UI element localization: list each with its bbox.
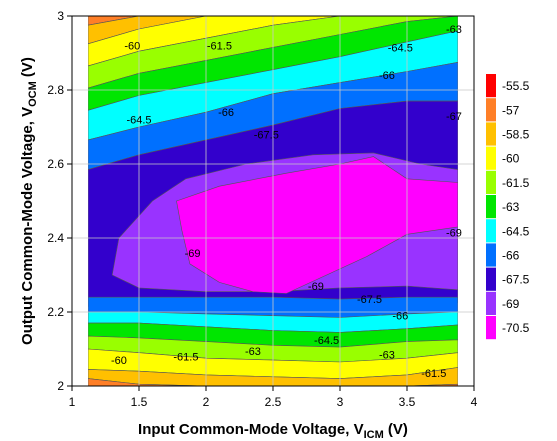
contour-label-16: -63 [379, 350, 395, 362]
y-tick-label-0: 2 [57, 379, 64, 393]
legend-swatch-9 [486, 291, 496, 315]
contour-label-11: -69 [308, 281, 324, 293]
y-tick-label-3: 2.6 [47, 157, 64, 171]
contour-label-10: -69 [185, 248, 201, 260]
legend-swatch-0 [486, 74, 496, 98]
contour-label-2: -64.5 [388, 42, 413, 54]
y-tick-label-5: 3 [57, 9, 64, 23]
contour-label-15: -63 [245, 346, 261, 358]
legend-label-8: -67.5 [502, 273, 530, 287]
x-tick-label-3: 2.5 [265, 395, 282, 409]
legend-label-7: -66 [502, 249, 520, 263]
legend-swatch-2 [486, 122, 496, 146]
legend-label-2: -58.5 [502, 128, 530, 142]
legend-swatch-3 [486, 146, 496, 170]
legend-label-0: -55.5 [502, 79, 530, 93]
x-tick-label-4: 3 [337, 395, 344, 409]
legend-swatch-8 [486, 267, 496, 291]
x-axis-ticks: 1 1.5 2 2.5 3 3.5 4 [69, 386, 478, 409]
x-tick-label-1: 1.5 [131, 395, 148, 409]
y-tick-label-1: 2.2 [47, 305, 64, 319]
contour-label-17: -60 [111, 355, 127, 367]
contour-label-1: -61.5 [207, 41, 232, 53]
legend-swatch-10 [486, 316, 496, 340]
y-axis-ticks: 2 2.2 2.4 2.6 2.8 3 [47, 9, 72, 393]
contour-label-13: -66 [392, 311, 408, 323]
y-axis-label: Output Common-Mode Voltage, VOCM (V) [19, 57, 39, 345]
contour-band-14 [88, 378, 458, 386]
contour-label-7: -67.5 [254, 129, 279, 141]
legend-swatch-6 [486, 219, 496, 243]
x-tick-label-5: 3.5 [399, 395, 416, 409]
x-tick-label-2: 2 [203, 395, 210, 409]
contour-label-12: -67.5 [357, 294, 382, 306]
legend-swatch-1 [486, 98, 496, 122]
contour-label-9: -69 [446, 227, 462, 239]
contour-label-3: -63 [446, 24, 462, 36]
legend-label-9: -69 [502, 297, 520, 311]
contour-label-14: -64.5 [314, 335, 339, 347]
contour-label-18: -61.5 [173, 351, 198, 363]
contour-label-4: -66 [379, 70, 395, 82]
legend-label-10: -70.5 [502, 321, 530, 335]
x-tick-label-6: 4 [471, 395, 478, 409]
contour-band-0 [88, 16, 458, 26]
x-axis-label: Input Common-Mode Voltage, VICM (V) [138, 421, 408, 441]
x-tick-label-0: 1 [69, 395, 76, 409]
legend-swatch-5 [486, 195, 496, 219]
legend-label-1: -57 [502, 103, 520, 117]
contour-label-5: -64.5 [126, 115, 151, 127]
legend-swatch-7 [486, 243, 496, 267]
y-tick-label-2: 2.4 [47, 231, 64, 245]
legend-swatch-4 [486, 170, 496, 194]
contour-labels: -60 -61.5 -64.5 -63 -66 -64.5 -66 -67.5 -67 -69 -6… [111, 24, 462, 380]
legend-label-4: -61.5 [502, 176, 530, 190]
legend-label-6: -64.5 [502, 224, 530, 238]
legend-label-3: -60 [502, 152, 520, 166]
contour-label-19: -61.5 [421, 368, 446, 380]
contour-label-0: -60 [124, 41, 140, 53]
contour-label-8: -67 [446, 111, 462, 123]
legend-label-5: -63 [502, 200, 520, 214]
color-legend: -55.5 -57 -58.5 -60 -61.5 -63 -64.5 -66 -67.5 -69… [486, 74, 530, 340]
contour-label-6: -66 [218, 107, 234, 119]
y-tick-label-4: 2.8 [47, 83, 64, 97]
